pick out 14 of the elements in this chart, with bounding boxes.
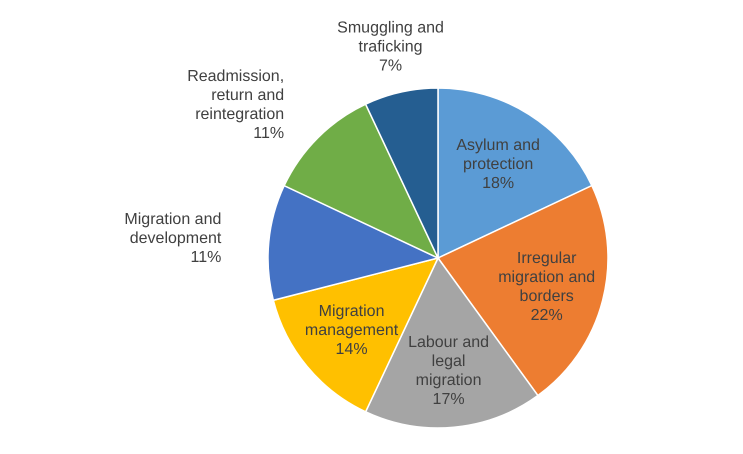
data-label: 7% <box>378 57 402 74</box>
slice-label: Migration management <box>304 303 399 340</box>
slice-label: Irregular migration and borders <box>498 250 596 306</box>
slice-label: Labour and legal migration <box>408 334 490 389</box>
data-label: 17% <box>432 390 465 408</box>
slice-label: Readmission, return and reintegration <box>187 68 284 124</box>
slice-label: Asylum and protection <box>456 136 540 173</box>
data-label: 11% <box>253 125 284 142</box>
data-label: 11% <box>190 249 222 266</box>
data-label: 18% <box>482 174 514 192</box>
slice-label: Migration and development <box>124 211 222 248</box>
data-label: 22% <box>530 307 563 324</box>
slice-label: Smuggling and traficking <box>337 19 444 56</box>
data-label: 14% <box>336 341 368 358</box>
